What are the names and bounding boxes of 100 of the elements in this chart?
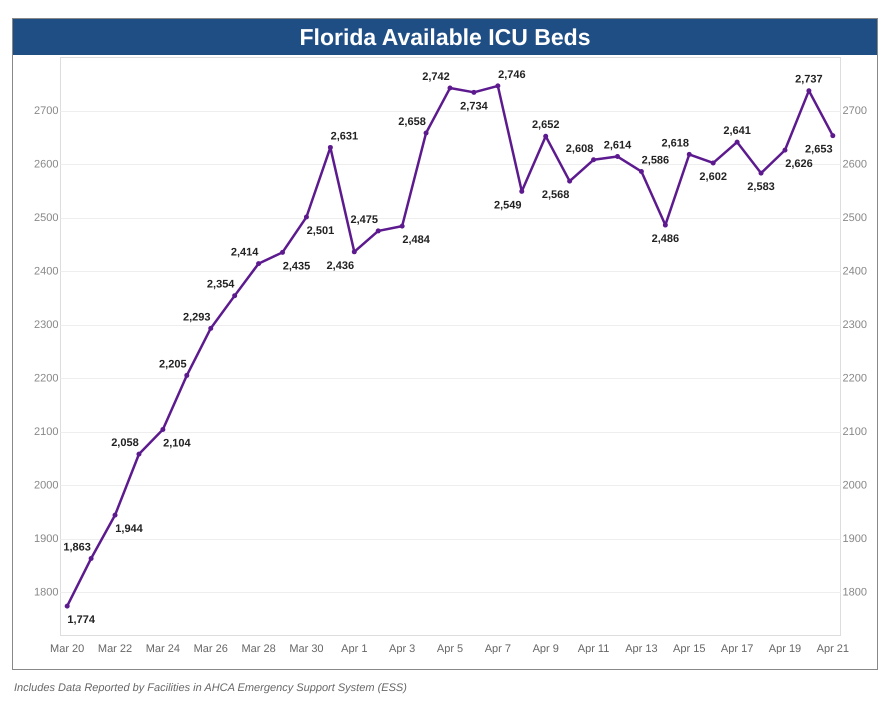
data-label: 2,614 — [604, 140, 632, 152]
point — [782, 148, 788, 153]
x-tick-label: Mar 28 — [241, 643, 276, 655]
data-label: 2,475 — [350, 214, 378, 226]
point — [352, 249, 357, 254]
y2-tick-label: 2700 — [842, 105, 867, 118]
data-label: 1,774 — [67, 614, 96, 626]
point — [256, 261, 262, 266]
x-tick-label: Apr 1 — [341, 643, 368, 655]
data-label: 2,549 — [494, 199, 522, 212]
x-tick-label: Mar 20 — [50, 643, 84, 655]
data-label: 1,944 — [115, 523, 144, 536]
x-tick-label: Apr 11 — [578, 643, 610, 655]
point — [304, 214, 309, 220]
data-label: 2,436 — [326, 260, 354, 272]
point — [662, 222, 668, 228]
data-label: 2,501 — [306, 225, 334, 238]
x-tick-label: Mar 26 — [194, 643, 228, 655]
data-label: 2,658 — [398, 116, 426, 128]
point — [830, 133, 836, 138]
data-label: 2,631 — [330, 130, 358, 142]
point — [686, 152, 692, 157]
point — [400, 224, 405, 229]
y-tick-label: 2100 — [34, 426, 58, 438]
y2-tick-label: 2200 — [842, 372, 867, 385]
x-tick-label: Mar 24 — [146, 643, 180, 655]
data-label: 2,737 — [795, 74, 823, 86]
x-tick-label: Apr 17 — [720, 643, 754, 655]
y-tick-label: 2000 — [34, 480, 58, 492]
x-tick-label: Apr 7 — [484, 643, 511, 655]
data-label: 2,104 — [163, 437, 192, 450]
point — [495, 83, 500, 88]
y2-tick-label: 2400 — [842, 266, 867, 278]
point — [88, 556, 94, 561]
point — [136, 452, 142, 457]
y-tick-label: 1800 — [34, 586, 58, 599]
data-label: 2,058 — [111, 437, 139, 450]
data-label: 2,653 — [805, 144, 833, 156]
point — [638, 169, 644, 174]
x-tick-label: Apr 13 — [625, 643, 658, 655]
point — [567, 178, 572, 184]
data-label: 2,641 — [723, 125, 751, 138]
data-label: 2,583 — [747, 181, 775, 194]
point — [471, 90, 476, 95]
y2-tick-label: 2000 — [842, 480, 867, 492]
point — [208, 326, 214, 331]
x-tick-label: Apr 15 — [673, 643, 706, 655]
y-tick-label: 2400 — [34, 266, 58, 278]
data-label: 2,618 — [662, 137, 690, 150]
data-label: 1,863 — [63, 541, 91, 554]
y2-tick-label: 2500 — [842, 212, 867, 224]
y-tick-label: 1900 — [34, 533, 58, 546]
y2-tick-label: 1800 — [842, 586, 867, 599]
y2-tick-label: 2600 — [842, 158, 867, 171]
x-tick-label: Apr 5 — [436, 643, 464, 655]
y2-tick-label: 2100 — [842, 426, 867, 438]
data-label: 2,414 — [230, 246, 260, 259]
y-tick-label: 2500 — [34, 212, 58, 224]
data-label: 2,293 — [182, 311, 210, 324]
y2-tick-label: 1900 — [842, 533, 867, 546]
data-label: 2,746 — [498, 68, 526, 81]
x-tick-label: Apr 9 — [532, 643, 559, 655]
point — [710, 160, 716, 166]
point — [448, 86, 452, 91]
point — [184, 372, 190, 378]
x-tick-label: Mar 22 — [98, 643, 132, 655]
data-label: 2,608 — [566, 142, 594, 155]
y-tick-label: 2600 — [34, 158, 58, 171]
point — [424, 130, 429, 136]
data-label: 2,568 — [542, 189, 570, 202]
data-label: 2,742 — [422, 71, 450, 84]
y-tick-label: 2200 — [34, 372, 58, 385]
data-label: 2,435 — [282, 260, 310, 272]
text: Includes Data Reported by Facilities in AHCA Emergency Support System (ESS) — [14, 682, 407, 694]
data-label: 2,602 — [699, 170, 727, 183]
point — [280, 250, 286, 255]
y-tick-label: 2700 — [34, 105, 58, 118]
x-tick-label: Apr 19 — [768, 643, 802, 655]
point — [591, 157, 596, 162]
x-tick-label: Apr 21 — [816, 643, 850, 655]
data-label: 2,734 — [460, 100, 489, 112]
point — [64, 604, 70, 609]
chart-title: Florida Available ICU Beds — [13, 19, 877, 55]
y2-tick-label: 2300 — [842, 319, 867, 332]
data-label: 2,354 — [206, 278, 236, 291]
point — [758, 170, 764, 176]
point — [112, 512, 118, 518]
data-label: 2,652 — [532, 119, 560, 132]
data-label: 2,205 — [159, 358, 187, 370]
point — [734, 140, 740, 145]
point — [232, 293, 238, 298]
point — [160, 426, 166, 432]
data-label: 2,626 — [785, 158, 813, 170]
y-tick-label: 2300 — [34, 319, 58, 332]
point — [328, 144, 333, 150]
x-tick-label: Mar 30 — [289, 643, 324, 655]
data-label: 2,486 — [652, 233, 680, 246]
point — [376, 228, 381, 234]
data-label: 2,586 — [642, 154, 670, 167]
point — [614, 154, 620, 160]
